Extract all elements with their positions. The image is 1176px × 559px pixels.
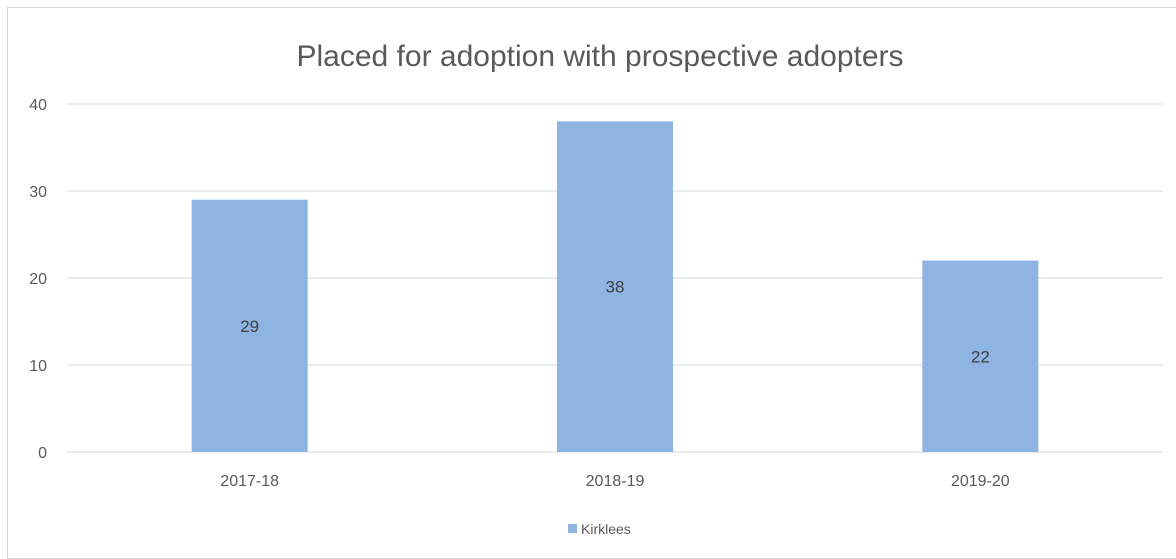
data-label-2017-18: 29 <box>240 317 259 336</box>
legend: Kirklees <box>568 521 631 537</box>
y-tick-label: 10 <box>29 358 47 375</box>
bars <box>191 121 1039 453</box>
x-tick-label-2017-18: 2017-18 <box>220 473 279 490</box>
bar-2018-19 <box>557 121 673 453</box>
legend-swatch-kirklees <box>568 524 577 533</box>
chart-title: Placed for adoption with prospective ado… <box>296 40 903 73</box>
y-tick-label: 20 <box>29 271 47 288</box>
y-tick-label: 30 <box>29 184 47 201</box>
y-tick-label: 40 <box>29 97 47 114</box>
y-axis-ticks: 0 10 20 30 40 <box>29 97 47 462</box>
x-tick-label-2018-19: 2018-19 <box>586 473 645 490</box>
y-tick-label: 0 <box>38 445 47 462</box>
x-axis-ticks: 2017-18 2018-19 2019-20 <box>220 473 1009 490</box>
x-tick-label-2019-20: 2019-20 <box>951 473 1010 490</box>
data-label-2018-19: 38 <box>606 278 625 297</box>
data-labels: 29 38 22 <box>240 278 990 367</box>
bar-2019-20 <box>922 260 1039 452</box>
data-label-2019-20: 22 <box>971 347 990 366</box>
legend-label-kirklees: Kirklees <box>581 521 631 537</box>
bar-2017-18 <box>191 199 308 452</box>
